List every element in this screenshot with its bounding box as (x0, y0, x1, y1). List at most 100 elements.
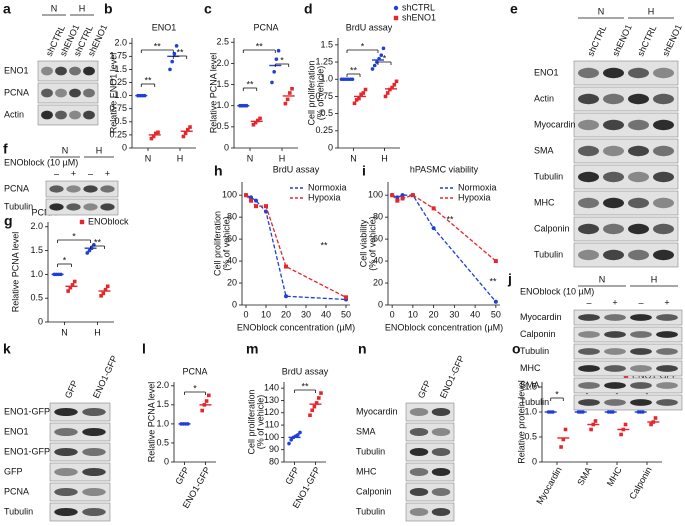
data-point (156, 130, 160, 135)
row-label: Myocardin (356, 406, 398, 416)
blot-band (578, 382, 600, 389)
y-axis-label: (% of vehicle) (221, 216, 231, 271)
x-tick-label: SMA (575, 465, 593, 487)
data-point (254, 204, 258, 209)
row-label: Calponin (356, 486, 392, 496)
significance: ** (320, 240, 328, 250)
y-tick-label: 80 (269, 456, 279, 466)
y-axis-label: Cell proliferation (306, 60, 316, 125)
blot-band (578, 331, 600, 338)
data-point (204, 399, 209, 403)
data-point (317, 396, 321, 400)
y-tick-label: 1.0 (114, 90, 127, 100)
blot-strip (45, 180, 119, 198)
significance: ** (350, 65, 358, 75)
y-tick-label: 20 (373, 277, 383, 287)
panel-letter: m (246, 341, 258, 357)
significance: * (72, 231, 76, 241)
significance: ** (144, 75, 152, 85)
blot-band (82, 468, 106, 476)
data-point (400, 196, 405, 201)
blot-band (653, 93, 674, 105)
y-tick-label: 1.0 (524, 406, 537, 416)
data-point (168, 67, 172, 72)
blot-band (578, 223, 599, 235)
blot-band (82, 428, 106, 436)
data-point (296, 433, 300, 437)
blot-strip (405, 462, 455, 482)
data-point (372, 63, 377, 68)
data-point (270, 80, 274, 85)
data-point (310, 408, 314, 413)
lane-label: – (586, 297, 591, 307)
data-point (68, 285, 73, 290)
chart-title: BrdU assay (273, 164, 320, 174)
row-label: Tubulin (4, 201, 33, 211)
panel-letter: n (358, 341, 367, 357)
y-tick-label: 0.25 (315, 125, 333, 135)
data-point (370, 67, 375, 71)
blot-band (409, 508, 429, 516)
row-label: Actin (534, 93, 554, 103)
data-point (392, 82, 397, 87)
significance: ** (246, 79, 254, 89)
blot-band (628, 119, 649, 131)
data-point (256, 118, 260, 123)
y-tick-label: 80 (373, 212, 383, 222)
row-label: Tubulin (4, 506, 33, 516)
legend-label: Normoxia (458, 182, 497, 192)
legend-label: ENOblock (88, 216, 129, 226)
row-label: Tubulin (520, 397, 549, 407)
data-point (287, 441, 291, 446)
row-label: SMA (356, 426, 376, 436)
panel-letter: k (3, 341, 11, 357)
blot-band (55, 66, 67, 76)
x-tick-label: 0 (390, 309, 395, 319)
x-tick-label: 30 (449, 309, 459, 319)
blot-strip (573, 360, 683, 377)
data-point (383, 94, 388, 99)
y-tick-label: 0 (232, 299, 237, 309)
blot-band (578, 249, 599, 261)
y-axis-label: Cell viability (358, 219, 368, 267)
blot-band (603, 67, 624, 79)
y-tick-label: 0.5 (156, 437, 169, 447)
row-label: PCNA (4, 183, 29, 193)
x-tick-label: H (94, 327, 101, 337)
x-tick-label: GFP (283, 465, 301, 486)
significance: ** (489, 276, 497, 286)
group-label: N (598, 6, 605, 16)
data-point (290, 86, 294, 91)
blot-band (41, 88, 53, 98)
data-point (308, 413, 312, 418)
significance: ** (176, 47, 184, 57)
panel-letter: d (304, 1, 313, 17)
significance: * (585, 389, 589, 399)
data-point (174, 44, 179, 48)
blot-band (628, 249, 649, 261)
panel-letter: f (3, 141, 8, 157)
blot-band (578, 197, 599, 209)
data-point (354, 98, 359, 102)
lane-label: + (664, 297, 669, 307)
y-tick-label: 60 (373, 233, 383, 243)
legend-label: shENO1 (402, 12, 436, 22)
y-tick-label: 1.5 (156, 399, 169, 409)
data-point (186, 127, 190, 132)
treatment-label: ENOblock (10 µM) (4, 157, 78, 167)
blot-band (578, 348, 600, 355)
blot-band (578, 119, 599, 131)
blot-band (49, 203, 64, 211)
blot-band (54, 488, 78, 496)
data-point (563, 427, 568, 432)
blot-band (604, 365, 626, 372)
blot-band (431, 488, 451, 496)
data-point (85, 251, 90, 255)
data-point (649, 422, 653, 427)
data-point (385, 91, 390, 95)
chart-title: PCNA (253, 22, 278, 32)
row-label: Calponin (520, 329, 556, 339)
data-point (149, 136, 154, 141)
x-tick-label: GFP (173, 465, 191, 486)
data-point (207, 393, 211, 398)
